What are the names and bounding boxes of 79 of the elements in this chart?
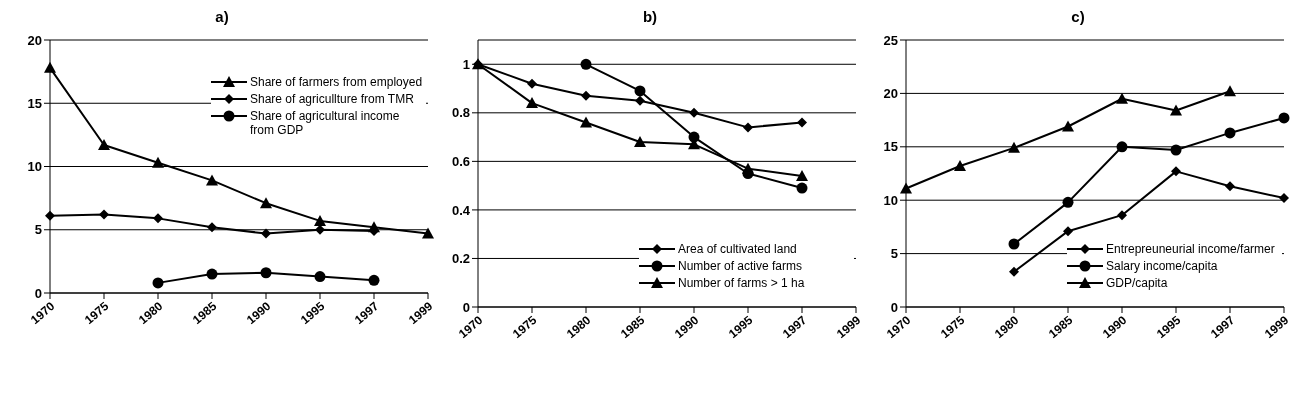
point xyxy=(98,139,110,150)
point xyxy=(1224,85,1236,97)
point xyxy=(581,90,591,101)
point xyxy=(796,169,808,181)
chart-title: b) xyxy=(641,8,659,27)
point xyxy=(580,116,592,128)
legend-label: Area of cultivated land xyxy=(678,242,797,256)
point xyxy=(206,268,218,280)
point xyxy=(634,85,646,97)
point xyxy=(314,271,326,283)
point xyxy=(1225,181,1235,192)
y-tick-label: 20 xyxy=(883,86,898,102)
point xyxy=(260,197,272,209)
point xyxy=(689,107,699,118)
point xyxy=(526,97,538,109)
point xyxy=(1008,141,1020,153)
point xyxy=(635,95,645,106)
point xyxy=(634,135,646,147)
legend-label: Number of active farms xyxy=(678,259,803,273)
point xyxy=(45,210,55,221)
point xyxy=(153,213,163,224)
y-tick-label: 0.6 xyxy=(451,153,470,169)
point xyxy=(1224,127,1236,139)
legend-label: Salary income/capita xyxy=(1106,259,1218,273)
point xyxy=(260,267,272,279)
point xyxy=(797,117,807,128)
legend-label: GDP/capita xyxy=(1106,276,1168,290)
point xyxy=(1062,120,1074,132)
y-tick-label: 0 xyxy=(34,285,42,301)
point xyxy=(527,78,537,89)
y-tick-label: 5 xyxy=(34,222,42,238)
y-tick-label: 25 xyxy=(883,32,898,48)
chart-title: a) xyxy=(214,8,230,27)
point xyxy=(1170,144,1182,156)
point xyxy=(1170,104,1182,116)
point xyxy=(900,182,912,194)
chart-title: c) xyxy=(1070,8,1086,27)
legend-label: Share of agricullture from TMR xyxy=(250,92,414,106)
point xyxy=(1063,226,1073,237)
y-tick-label: 0.4 xyxy=(451,202,471,218)
y-tick-label: 0.2 xyxy=(451,251,470,267)
point xyxy=(422,227,434,239)
point xyxy=(44,61,56,73)
legend-label: Entrepreuneurial income/farmer xyxy=(1106,242,1275,256)
y-tick-label: 1 xyxy=(462,56,470,72)
legend-label: Share of farmers from employed xyxy=(250,75,423,89)
y-tick-label: 5 xyxy=(890,246,898,262)
point xyxy=(1279,193,1289,204)
legend-label: Share of agricultural income from GDP xyxy=(250,109,401,137)
y-tick-label: 20 xyxy=(27,32,42,48)
point xyxy=(1116,92,1128,104)
point xyxy=(206,174,218,186)
point xyxy=(1009,266,1019,277)
point xyxy=(152,277,164,289)
point xyxy=(580,58,592,70)
point xyxy=(954,160,966,172)
point xyxy=(152,156,164,168)
y-tick-label: 10 xyxy=(27,159,42,175)
point xyxy=(1008,238,1020,250)
y-tick-label: 10 xyxy=(883,192,898,208)
legend-label: Number of farms > 1 ha xyxy=(678,276,805,290)
y-tick-label: 0.8 xyxy=(451,105,470,121)
point xyxy=(1062,196,1074,208)
y-tick-label: 0 xyxy=(462,299,470,315)
point xyxy=(1117,210,1127,221)
point xyxy=(796,182,808,194)
point xyxy=(742,162,754,174)
point xyxy=(1116,141,1128,153)
point xyxy=(207,222,217,233)
point xyxy=(743,122,753,133)
y-tick-label: 15 xyxy=(27,95,42,111)
point xyxy=(368,274,380,286)
point xyxy=(1278,112,1290,124)
point xyxy=(99,209,109,220)
point xyxy=(261,228,271,239)
point xyxy=(1171,166,1181,177)
point xyxy=(314,214,326,226)
y-tick-label: 0 xyxy=(890,299,898,315)
y-tick-label: 15 xyxy=(883,139,898,155)
